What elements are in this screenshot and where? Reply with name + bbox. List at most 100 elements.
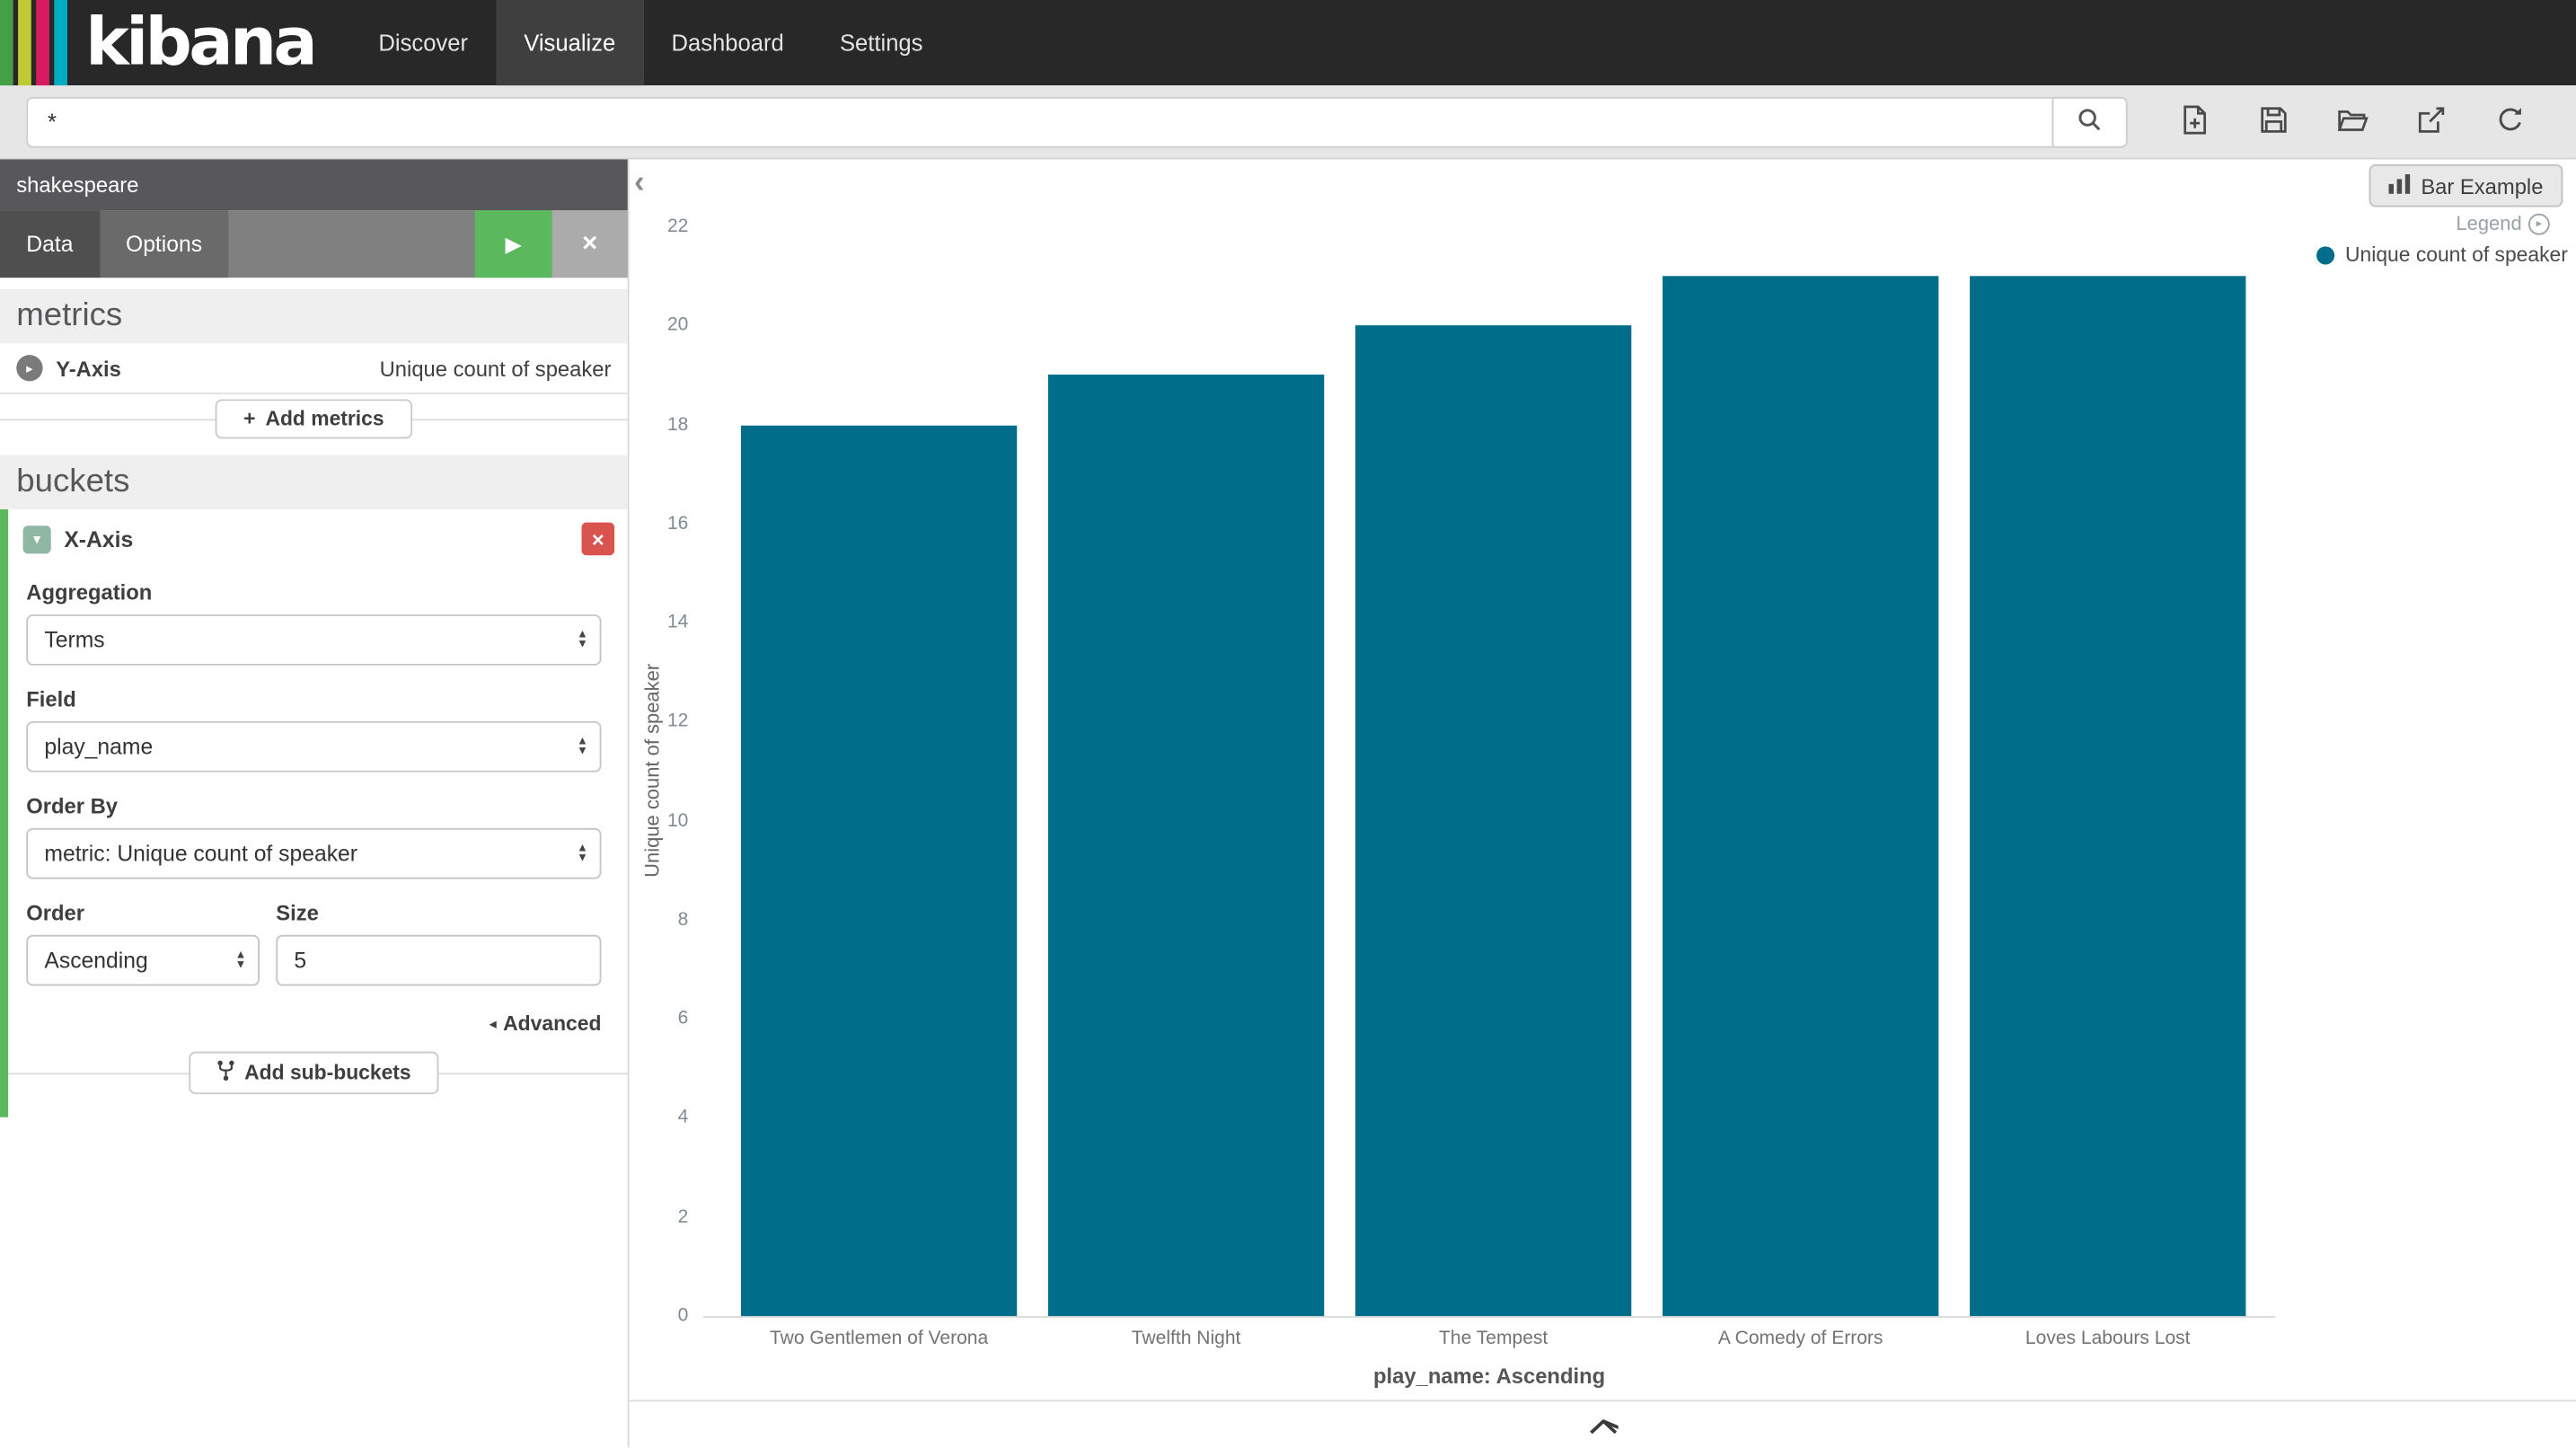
saved-visualization-button[interactable]: Bar Example — [2369, 164, 2563, 207]
y-axis-ticks: 0246810121416182022 — [630, 226, 689, 1316]
logo-stripe — [0, 0, 13, 85]
apply-changes-button[interactable]: ▶ — [475, 210, 552, 278]
close-icon: × — [592, 526, 604, 551]
y-tick-label: 12 — [630, 711, 689, 734]
bucket-collapse-icon[interactable]: ▾ — [23, 525, 51, 552]
new-document-icon — [2178, 102, 2211, 140]
search-button[interactable] — [2052, 96, 2128, 147]
editor-tabs: Data Options ▶ × — [0, 210, 628, 278]
metric-row-y-axis[interactable]: ▸ Y-Axis Unique count of speaker — [0, 343, 628, 394]
search-icon — [2075, 104, 2104, 138]
remove-bucket-button[interactable]: × — [582, 523, 615, 556]
order-label: Order — [26, 900, 260, 924]
visualization-editor-sidebar: shakespeare Data Options ▶ × metrics ▸ Y… — [0, 159, 630, 1447]
save-visualization-button[interactable] — [2255, 103, 2291, 139]
x-category-label: The Tempest — [1439, 1329, 1548, 1349]
discard-changes-button[interactable]: × — [552, 210, 628, 278]
main-nav: Discover Visualize Dashboard Settings — [350, 0, 950, 85]
export-icon — [2415, 102, 2448, 140]
advanced-link[interactable]: ◂ Advanced — [0, 1012, 601, 1036]
tab-options[interactable]: Options — [100, 210, 229, 278]
query-bar — [0, 85, 2576, 159]
x-axis-labels: Two Gentlemen of VeronaTwelfth NightThe … — [703, 1329, 2275, 1355]
select-arrows-icon: ▲▼ — [577, 843, 588, 863]
logo-stripe — [36, 0, 49, 85]
field-select[interactable]: play_name ▲▼ — [26, 721, 601, 773]
query-input[interactable] — [26, 96, 2051, 147]
kibana-logo[interactable]: kibana — [0, 0, 350, 85]
bar-chart-icon — [2388, 173, 2410, 198]
chart-bar[interactable] — [1048, 375, 1324, 1316]
size-input[interactable] — [276, 935, 601, 986]
load-visualization-button[interactable] — [2334, 103, 2370, 139]
add-metrics-row: + Add metrics — [0, 394, 628, 444]
nav-tab-discover[interactable]: Discover — [350, 0, 496, 85]
y-tick-label: 0 — [630, 1304, 689, 1328]
brand-name: kibana — [85, 0, 314, 85]
fork-icon — [216, 1060, 234, 1086]
viz-toolbar — [2177, 103, 2528, 139]
index-pattern-header: shakespeare — [0, 159, 628, 210]
sidebar-collapse-icon[interactable]: ‹ — [634, 166, 645, 202]
nav-tab-settings[interactable]: Settings — [812, 0, 951, 85]
add-sub-buckets-button[interactable]: Add sub-buckets — [189, 1052, 439, 1095]
tab-data[interactable]: Data — [0, 210, 100, 278]
refresh-button[interactable] — [2492, 103, 2528, 139]
y-tick-label: 16 — [630, 512, 689, 535]
visualization-canvas: Bar Example Legend ▸ Unique count of spe… — [630, 159, 2576, 1447]
aggregation-label: Aggregation — [26, 580, 601, 605]
spy-panel-bar — [630, 1399, 2576, 1447]
chart-bar[interactable] — [1663, 277, 1938, 1317]
kibana-app: kibana Discover Visualize Dashboard Sett… — [0, 0, 2576, 1447]
plus-icon: + — [243, 408, 255, 431]
field-label: Field — [26, 687, 601, 711]
add-metrics-button[interactable]: + Add metrics — [216, 399, 412, 438]
bucket-title: X-Axis — [64, 526, 133, 551]
top-navbar: kibana Discover Visualize Dashboard Sett… — [0, 0, 2576, 85]
query-input-group — [26, 96, 2127, 147]
order-select[interactable]: Ascending ▲▼ — [26, 935, 260, 986]
y-tick-label: 14 — [630, 612, 689, 635]
field-value: play_name — [44, 735, 153, 759]
y-tick-label: 10 — [630, 809, 689, 833]
logo-stripe — [54, 0, 67, 85]
order-by-label: Order By — [26, 793, 601, 817]
y-tick-label: 4 — [630, 1107, 689, 1130]
logo-stripe — [18, 0, 31, 85]
nav-tab-dashboard[interactable]: Dashboard — [643, 0, 811, 85]
order-by-value: metric: Unique count of speaker — [44, 841, 357, 865]
bucket-header: ▾ X-Axis × — [0, 509, 628, 559]
y-tick-label: 22 — [630, 216, 689, 239]
legend-toggle[interactable]: Legend ▸ — [2456, 212, 2549, 235]
add-sub-buckets-row: Add sub-buckets — [0, 1048, 628, 1098]
chevron-up-icon — [1588, 1414, 1618, 1438]
aggregation-value: Terms — [44, 628, 104, 652]
open-folder-icon — [2336, 102, 2369, 140]
x-axis-title: play_name: Ascending — [703, 1364, 2275, 1388]
add-sub-buckets-label: Add sub-buckets — [244, 1062, 410, 1085]
x-category-label: Loves Labours Lost — [2025, 1329, 2191, 1349]
chart-bar[interactable] — [741, 425, 1017, 1316]
metric-expand-icon[interactable]: ▸ — [16, 355, 42, 381]
kibana-logo-stripes-icon — [0, 0, 72, 85]
save-icon — [2257, 102, 2290, 140]
saved-visualization-label: Bar Example — [2421, 173, 2543, 198]
order-by-select[interactable]: metric: Unique count of speaker ▲▼ — [26, 828, 601, 879]
share-visualization-button[interactable] — [2413, 103, 2449, 139]
chart-bar[interactable] — [1970, 277, 2245, 1317]
chart-bar[interactable] — [1355, 326, 1631, 1316]
close-icon: × — [582, 229, 597, 259]
advanced-label: Advanced — [503, 1012, 601, 1036]
new-visualization-button[interactable] — [2177, 103, 2213, 139]
spy-panel-toggle[interactable] — [1566, 1409, 1638, 1443]
select-arrows-icon: ▲▼ — [235, 950, 247, 970]
plot-area — [703, 226, 2275, 1318]
aggregation-select[interactable]: Terms ▲▼ — [26, 614, 601, 666]
legend-item[interactable]: Unique count of speaker — [2317, 243, 2568, 267]
select-arrows-icon: ▲▼ — [577, 630, 588, 649]
size-label: Size — [276, 900, 601, 924]
metric-label: Y-Axis — [56, 356, 121, 380]
metric-value: Unique count of speaker — [380, 356, 612, 380]
select-arrows-icon: ▲▼ — [577, 737, 588, 756]
nav-tab-visualize[interactable]: Visualize — [496, 0, 643, 85]
